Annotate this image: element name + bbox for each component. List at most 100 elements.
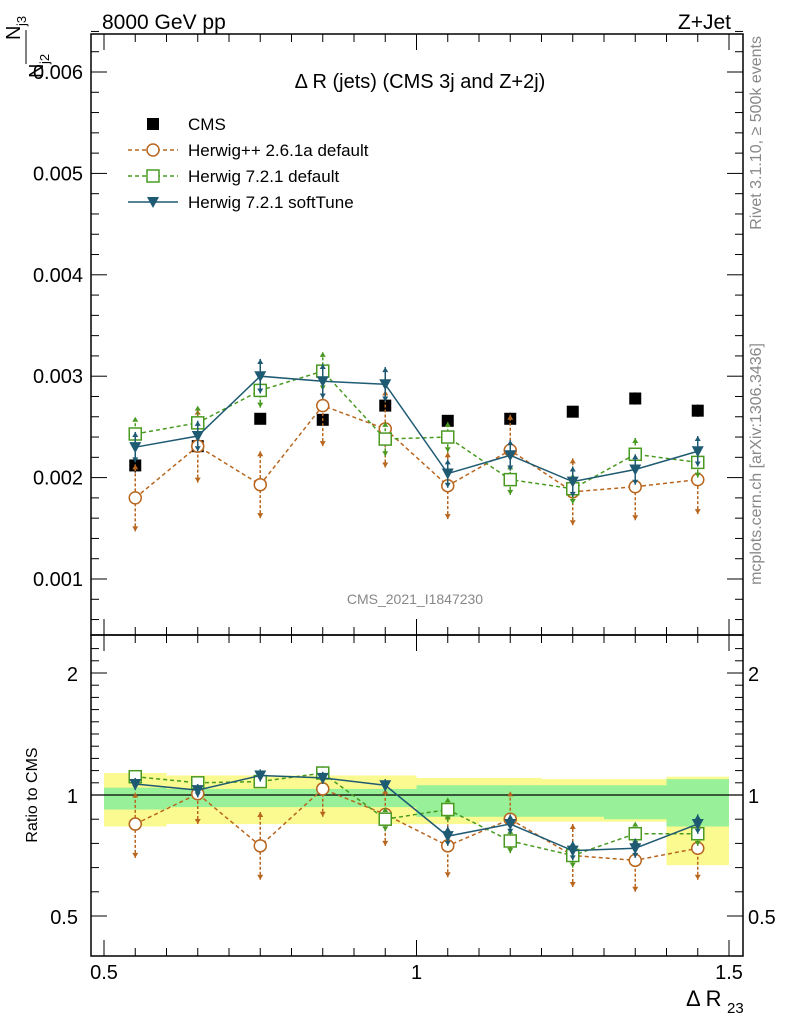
ratio-error-cap bbox=[194, 819, 201, 825]
main-data-point bbox=[379, 379, 392, 391]
main-error-cap bbox=[694, 461, 701, 467]
stat-uncertainty-band bbox=[291, 788, 354, 808]
main-error-cap bbox=[382, 421, 389, 427]
main-error-cap bbox=[257, 513, 264, 519]
main-error-cap bbox=[382, 367, 389, 373]
svg-text:N: N bbox=[26, 64, 48, 78]
ratio-error-cap bbox=[694, 840, 701, 846]
x-axis-label: Δ R 23 bbox=[686, 986, 744, 1017]
main-error-cap bbox=[132, 464, 139, 470]
main-error-cap bbox=[319, 393, 326, 399]
ratio-data-point bbox=[316, 782, 330, 796]
ratio-data-point bbox=[191, 785, 204, 797]
svg-text:23: 23 bbox=[727, 1000, 744, 1017]
main-data-point bbox=[566, 476, 579, 488]
svg-text:j2: j2 bbox=[37, 54, 52, 65]
main-data-point bbox=[441, 468, 454, 480]
main-error-cap bbox=[694, 436, 701, 442]
main-error-cap bbox=[194, 446, 201, 452]
main-error-cap bbox=[257, 451, 264, 457]
main-error-cap bbox=[382, 462, 389, 468]
main-error-cap bbox=[194, 477, 201, 483]
main-data-point bbox=[503, 472, 517, 487]
ratio-error-cap bbox=[569, 862, 576, 868]
stat-uncertainty-band bbox=[229, 788, 292, 808]
ratio-x-tick-label: 0.5 bbox=[90, 962, 118, 984]
ratio-y-tick-label-right: 1 bbox=[748, 786, 759, 808]
main-error-cap bbox=[444, 514, 451, 520]
main-error-cap bbox=[444, 447, 451, 453]
main-error-cap bbox=[444, 459, 451, 465]
main-data-point bbox=[629, 392, 642, 405]
ratio-panel: 0.5 0.5 1 1 2 2 0.5 1 1.5 Ratio to CMS bbox=[24, 634, 776, 984]
ratio-error-cap bbox=[444, 816, 451, 822]
ratio-error-cap bbox=[444, 840, 451, 846]
ratio-y-tick-label: 2 bbox=[67, 664, 78, 686]
main-y-tick-label: 0.006 bbox=[33, 62, 83, 84]
main-series-1 bbox=[128, 365, 705, 532]
ratio-error-cap bbox=[319, 811, 326, 817]
main-error-cap bbox=[257, 388, 264, 394]
ratio-error-cap bbox=[382, 840, 389, 846]
ratio-error-cap bbox=[569, 840, 576, 846]
main-error-cap bbox=[507, 414, 514, 420]
main-series-line bbox=[134, 404, 698, 499]
ratio-error-cap bbox=[382, 826, 389, 832]
main-error-cap bbox=[632, 438, 639, 444]
analysis-id-watermark: CMS_2021_I1847230 bbox=[347, 591, 483, 607]
ratio-x-tick-label: 1.5 bbox=[715, 962, 743, 984]
ratio-series-line bbox=[134, 788, 698, 862]
main-data-point bbox=[378, 432, 392, 446]
main-error-cap bbox=[194, 405, 201, 411]
main-y-tick-label: 0.003 bbox=[33, 366, 83, 388]
ratio-data-point bbox=[379, 780, 392, 792]
main-error-cap bbox=[632, 515, 639, 521]
main-series-line bbox=[135, 375, 698, 483]
ratio-data-point bbox=[253, 839, 267, 853]
main-axis-ticks: 0.001 0.002 0.003 0.004 0.005 0.006 bbox=[33, 30, 743, 635]
main-error-cap bbox=[632, 454, 639, 460]
main-data-point bbox=[316, 398, 330, 413]
ratio-error-cap bbox=[382, 807, 389, 813]
ratio-axis-ticks: 0.5 0.5 1 1 2 2 0.5 1 1.5 bbox=[50, 635, 776, 984]
main-error-cap bbox=[257, 402, 264, 408]
main-data-point bbox=[441, 430, 455, 444]
main-error-cap bbox=[194, 420, 201, 426]
ratio-data-point bbox=[129, 779, 142, 791]
main-error-cap bbox=[382, 396, 389, 402]
ratio-data-point bbox=[504, 819, 517, 831]
main-y-tick-label: 0.005 bbox=[33, 163, 83, 185]
ratio-error-cap bbox=[632, 821, 639, 827]
legend-marker bbox=[146, 169, 160, 183]
main-error-cap bbox=[319, 364, 326, 370]
main-error-cap bbox=[569, 466, 576, 472]
main-error-cap bbox=[694, 472, 701, 478]
main-error-cap bbox=[507, 440, 514, 446]
main-error-cap bbox=[569, 498, 576, 504]
main-data-point bbox=[504, 450, 517, 462]
ratio-data-point bbox=[691, 819, 704, 831]
main-data-point bbox=[629, 464, 642, 476]
main-error-cap bbox=[132, 526, 139, 532]
ratio-data-point bbox=[316, 772, 329, 784]
main-error-cap bbox=[132, 431, 139, 437]
main-error-cap bbox=[444, 421, 451, 427]
ratio-y-tick-label-right: 0.5 bbox=[748, 907, 776, 929]
ratio-error-cap bbox=[132, 852, 139, 858]
main-error-cap bbox=[507, 465, 514, 471]
main-data-point bbox=[254, 371, 267, 383]
ratio-y-tick-label-right: 2 bbox=[748, 664, 759, 686]
ratio-y-axis-label: Ratio to CMS bbox=[24, 747, 41, 842]
legend-label: CMS bbox=[188, 115, 226, 134]
main-error-cap bbox=[569, 491, 576, 497]
ratio-data-point bbox=[629, 843, 642, 855]
legend-label: Herwig 7.2.1 default bbox=[188, 167, 339, 186]
ratio-error-cap bbox=[632, 838, 639, 844]
ratio-error-cap bbox=[569, 855, 576, 861]
ratio-error-cap bbox=[694, 874, 701, 880]
ratio-data-point bbox=[628, 826, 642, 841]
rivet-version-label: Rivet 3.1.10, ≥ 500k events bbox=[748, 36, 765, 230]
main-error-cap bbox=[319, 351, 326, 357]
ratio-error-cap bbox=[632, 852, 639, 858]
